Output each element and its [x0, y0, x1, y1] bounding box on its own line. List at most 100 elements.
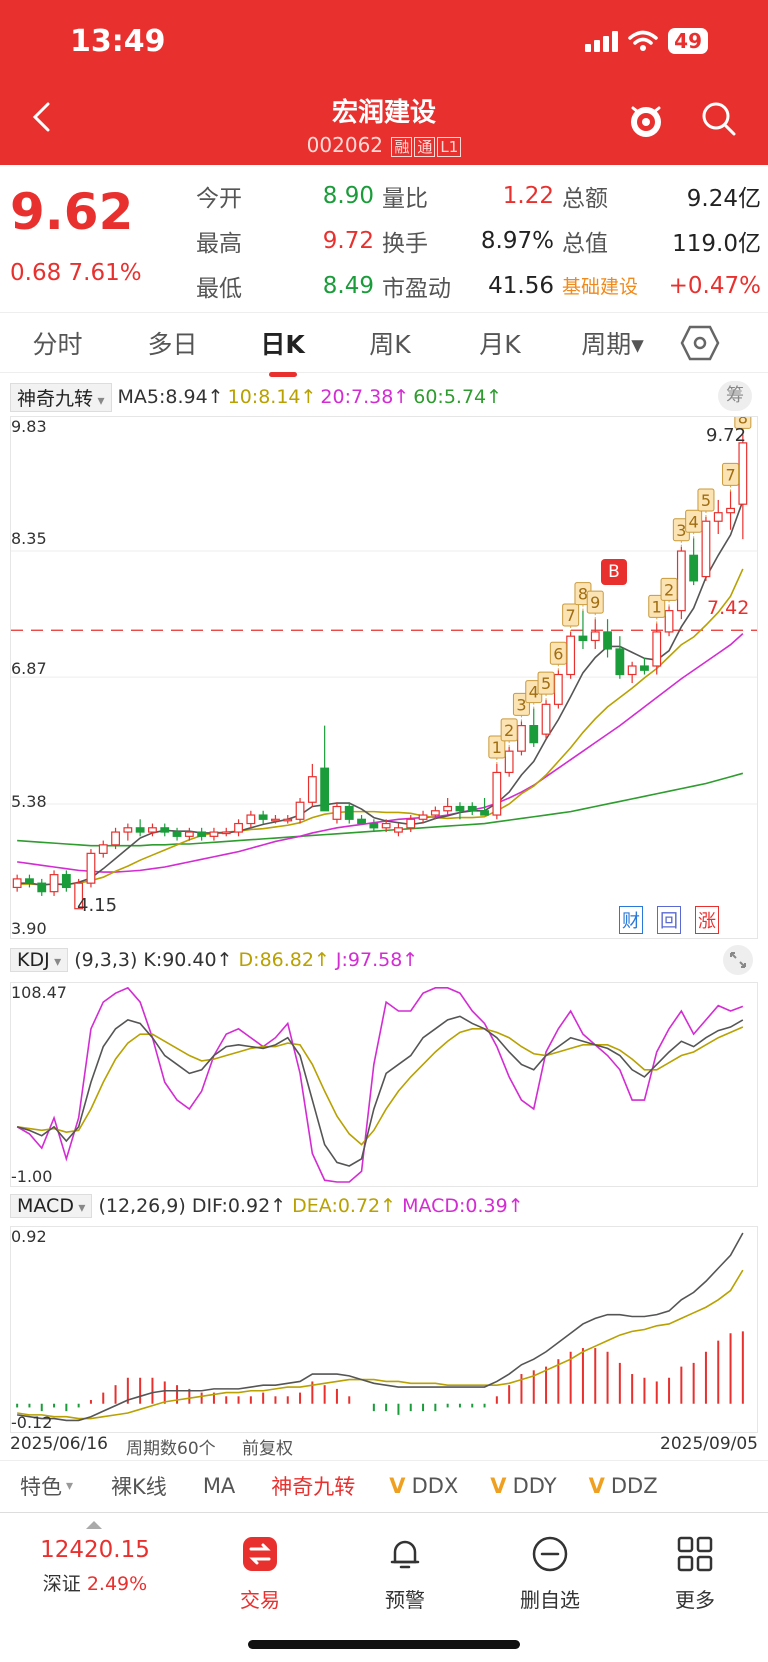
- tag-ddz[interactable]: DDZ: [610, 1473, 658, 1498]
- nine-turn-selector[interactable]: 神奇九转: [10, 382, 112, 412]
- candle: [627, 665, 637, 676]
- candle: [676, 550, 686, 612]
- change-value: 0.68: [10, 260, 62, 286]
- amount-value: 9.24亿: [686, 185, 761, 212]
- candle: [123, 827, 133, 833]
- quote-row: 今开 8.90 量比 1.22 总额 9.24亿: [196, 173, 761, 218]
- tab-period[interactable]: 周期▾: [581, 329, 644, 359]
- candle: [566, 635, 576, 676]
- macd-selector[interactable]: MACD: [10, 1194, 93, 1218]
- candle: [480, 810, 489, 816]
- candle: [418, 814, 428, 820]
- kdj-j-line: [16, 986, 744, 1183]
- candle: [12, 878, 22, 889]
- adjust-mode[interactable]: 前复权: [242, 1439, 293, 1459]
- market-cap-label: 总值: [562, 230, 608, 257]
- macd-panel: 0.92 -0.12: [10, 1226, 758, 1433]
- tag-l1: L1: [437, 137, 462, 157]
- battery-indicator: 49: [668, 28, 708, 54]
- minus-circle-icon: [532, 1536, 568, 1572]
- finance-badge[interactable]: 财: [619, 906, 643, 934]
- candle: [209, 831, 219, 837]
- candle: [49, 874, 59, 893]
- vol-ratio-label: 量比: [382, 185, 428, 212]
- tab-multiday[interactable]: 多日: [147, 329, 198, 359]
- index-name: 深证: [42, 1573, 81, 1595]
- nav-remove-watchlist[interactable]: 删自选: [500, 1535, 600, 1613]
- tab-daily-k[interactable]: 日K: [230, 325, 335, 377]
- nine-turn-number: 4: [529, 683, 539, 702]
- tag-special[interactable]: 特色: [20, 1474, 62, 1499]
- mascot-icon[interactable]: [626, 100, 666, 140]
- bell-icon: [390, 1540, 420, 1569]
- candle: [664, 610, 674, 633]
- kdj-selector[interactable]: KDJ: [10, 948, 69, 972]
- tag-naked-k[interactable]: 裸K线: [111, 1474, 167, 1499]
- vol-ratio-value: 1.22: [502, 182, 554, 209]
- candle: [246, 814, 256, 825]
- high-value: 9.72: [322, 227, 374, 254]
- candle: [504, 750, 514, 774]
- nine-turn-number: 1: [492, 738, 502, 757]
- macd-chart: [16, 1232, 744, 1422]
- ma10-value: 10:8.14↑: [227, 386, 317, 408]
- tab-weekly-k[interactable]: 周K: [369, 329, 411, 359]
- search-icon[interactable]: [700, 100, 738, 138]
- high-marker-label: 9.72: [706, 425, 747, 446]
- candle: [443, 805, 453, 812]
- kdj-d-line: [17, 1026, 744, 1146]
- candle: [295, 801, 305, 820]
- sector-link[interactable]: 基础建设: [562, 276, 639, 298]
- nine-turn-number: 8: [738, 417, 748, 427]
- chip-button[interactable]: 筹: [718, 381, 752, 411]
- settings-hexagon-icon[interactable]: [680, 325, 720, 361]
- candle: [529, 725, 539, 744]
- limit-up-badge[interactable]: 涨: [695, 906, 719, 934]
- tag-ddy[interactable]: DDY: [512, 1473, 557, 1498]
- nav-trade[interactable]: 交易: [210, 1535, 310, 1613]
- nine-turn-number: 5: [541, 674, 551, 693]
- nav-alert-label: 预警: [385, 1588, 425, 1612]
- buyback-badge[interactable]: 回: [657, 906, 681, 934]
- tab-monthly-k[interactable]: 月K: [479, 329, 521, 359]
- high-label: 最高: [196, 230, 242, 257]
- open-label: 今开: [196, 185, 242, 212]
- current-price: 9.62: [10, 183, 134, 241]
- macd-axis-top: 0.92: [11, 1227, 47, 1246]
- ma5-value: MA5:8.94↑: [117, 386, 224, 408]
- low-value: 8.49: [322, 272, 374, 299]
- tag-nine-turn[interactable]: 神奇九转: [271, 1474, 356, 1499]
- price-change: 0.68 7.61%: [10, 260, 142, 286]
- candle: [541, 703, 551, 735]
- tab-intraday[interactable]: 分时: [32, 329, 83, 359]
- nav-alert[interactable]: 预警: [355, 1535, 455, 1613]
- tag-ma[interactable]: MA: [202, 1473, 236, 1498]
- candle: [553, 673, 563, 705]
- tag-ddx[interactable]: DDX: [411, 1473, 459, 1498]
- index-name-line: 深证 2.49%: [20, 1569, 170, 1596]
- kdj-params: (9,3,3): [74, 949, 138, 971]
- nine-turn-badge: [734, 417, 752, 429]
- kdj-indicator-bar: KDJ (9,3,3) K:90.40↑ D:86.82↑ J:97.58↑: [10, 945, 418, 975]
- home-indicator[interactable]: [248, 1640, 520, 1649]
- candle: [713, 512, 723, 522]
- status-icons: 49: [585, 28, 708, 54]
- period-tabs: 分时 多日 日K 周K 月K 周期▾: [0, 313, 768, 377]
- candle: [197, 831, 207, 837]
- pe-value: 41.56: [488, 272, 554, 299]
- buy-marker[interactable]: B: [601, 559, 627, 585]
- nav-more[interactable]: 更多: [645, 1535, 745, 1613]
- candle: [98, 844, 108, 854]
- expand-icon[interactable]: [722, 944, 754, 976]
- grid-icon: [677, 1536, 713, 1572]
- candle: [344, 805, 354, 820]
- chevron-up-icon[interactable]: [84, 1519, 104, 1531]
- index-quote[interactable]: 12420.15 深证 2.49%: [20, 1537, 170, 1596]
- back-arrow-icon[interactable]: [30, 100, 54, 134]
- turnover-label: 换手: [382, 230, 428, 257]
- y-axis-top: 9.83: [11, 417, 47, 436]
- v-icon: V: [588, 1473, 605, 1498]
- header-bar: 13:49 49 宏润建设 002062 融通 L1: [0, 0, 768, 165]
- candle: [726, 507, 735, 514]
- candle: [381, 822, 391, 829]
